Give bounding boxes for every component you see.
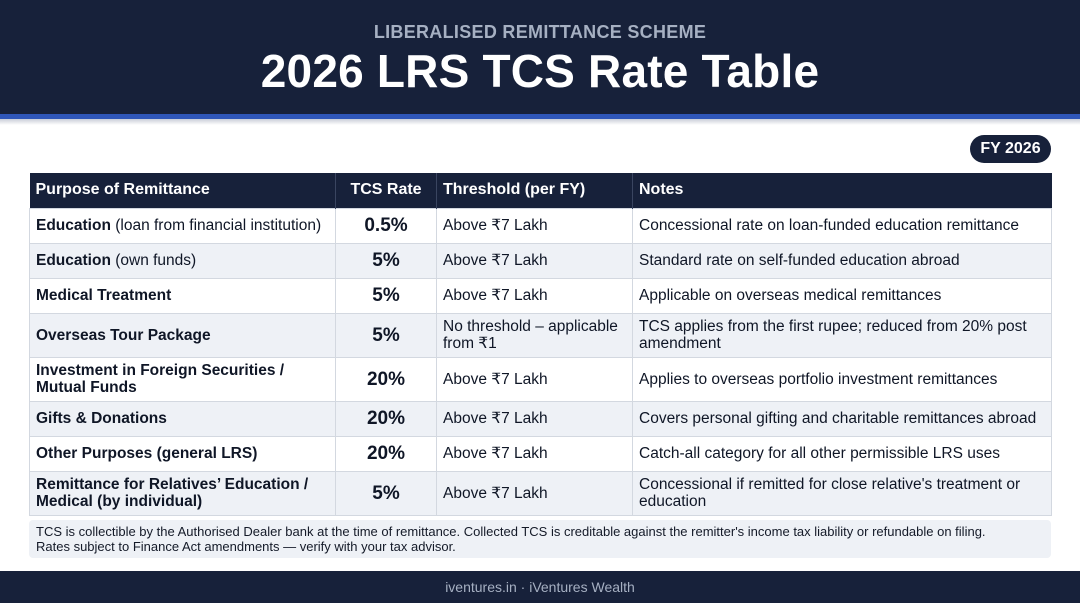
table-row: Investment in Foreign Securities / Mutua… <box>29 356 1052 402</box>
column-header-rate: TCS Rate <box>335 173 437 208</box>
cell-notes: Covers personal gifting and charitable r… <box>632 400 1052 437</box>
cell-threshold: Above ₹7 Lakh <box>436 470 633 516</box>
cell-threshold: Above ₹7 Lakh <box>436 277 633 314</box>
cell-notes: Concessional if remitted for close relat… <box>632 470 1052 516</box>
fiscal-year-badge: FY 2026 <box>970 135 1051 163</box>
cell-threshold: No threshold – applicable from ₹1 <box>436 312 633 358</box>
table-row: Other Purposes (general LRS) 20% Above ₹… <box>29 435 1052 472</box>
cell-notes: Applicable on overseas medical remittanc… <box>632 277 1052 314</box>
table-row: Medical Treatment 5% Above ₹7 Lakh Appli… <box>29 277 1052 314</box>
cell-notes: Applies to overseas portfolio investment… <box>632 356 1052 402</box>
cell-purpose: Gifts & Donations <box>29 400 336 437</box>
footnote-box: TCS is collectible by the Authorised Dea… <box>29 520 1051 558</box>
table-header-row: Purpose of Remittance TCS Rate Threshold… <box>29 173 1052 208</box>
cell-rate: 20% <box>335 356 437 402</box>
page-title: 2026 LRS TCS Rate Table <box>260 45 820 97</box>
footer-text: iventures.in · iVentures Wealth <box>445 579 635 595</box>
purpose-main: Education <box>36 252 111 269</box>
cell-notes: Standard rate on self-funded education a… <box>632 242 1052 279</box>
table-row: Education (loan from financial instituti… <box>29 207 1052 244</box>
cell-threshold: Above ₹7 Lakh <box>436 400 633 437</box>
cell-threshold: Above ₹7 Lakh <box>436 435 633 472</box>
cell-purpose: Investment in Foreign Securities / Mutua… <box>29 356 336 402</box>
cell-rate: 0.5% <box>335 207 437 244</box>
table-row: Overseas Tour Package 5% No threshold – … <box>29 312 1052 358</box>
cell-notes: Concessional rate on loan-funded educati… <box>632 207 1052 244</box>
cell-rate: 5% <box>335 277 437 314</box>
table-row: Education (own funds) 5% Above ₹7 Lakh S… <box>29 242 1052 279</box>
cell-rate: 5% <box>335 312 437 358</box>
cell-purpose: Education (loan from financial instituti… <box>29 207 336 244</box>
purpose-main: Education <box>36 217 111 234</box>
cell-rate: 5% <box>335 470 437 516</box>
cell-notes: TCS applies from the first rupee; reduce… <box>632 312 1052 358</box>
page-subtitle: LIBERALISED REMITTANCE SCHEME <box>373 22 707 42</box>
cell-threshold: Above ₹7 Lakh <box>436 242 633 279</box>
purpose-main: Remittance for Relatives’ Education / Me… <box>36 476 309 510</box>
cell-purpose: Remittance for Relatives’ Education / Me… <box>29 470 336 516</box>
cell-purpose: Other Purposes (general LRS) <box>29 435 336 472</box>
cell-purpose: Education (own funds) <box>29 242 336 279</box>
header-shadow <box>0 119 1080 125</box>
footnote-line-1: TCS is collectible by the Authorised Dea… <box>36 524 986 539</box>
table-row: Gifts & Donations 20% Above ₹7 Lakh Cove… <box>29 400 1052 437</box>
purpose-main: Overseas Tour Package <box>36 326 211 344</box>
table-row: Remittance for Relatives’ Education / Me… <box>29 470 1052 516</box>
header-banner: LIBERALISED REMITTANCE SCHEME 2026 LRS T… <box>0 0 1080 114</box>
column-header-notes: Notes <box>632 173 1052 208</box>
purpose-main: Investment in Foreign Securities / Mutua… <box>36 362 285 396</box>
cell-purpose: Overseas Tour Package <box>29 312 336 358</box>
cell-notes: Catch-all category for all other permiss… <box>632 435 1052 472</box>
footnote-line-2: Rates subject to Finance Act amendments … <box>36 539 456 554</box>
purpose-main: Medical Treatment <box>36 287 172 304</box>
cell-threshold: Above ₹7 Lakh <box>436 356 633 402</box>
footer-bar: iventures.in · iVentures Wealth <box>0 571 1080 603</box>
header-accent-bar <box>0 114 1080 119</box>
purpose-main: Other Purposes (general LRS) <box>36 445 258 462</box>
cell-rate: 20% <box>335 435 437 472</box>
purpose-main: Gifts & Donations <box>36 410 167 427</box>
column-header-threshold: Threshold (per FY) <box>436 173 633 208</box>
cell-threshold: Above ₹7 Lakh <box>436 207 633 244</box>
column-header-purpose: Purpose of Remittance <box>29 173 336 208</box>
purpose-detail: (own funds) <box>110 252 197 269</box>
cell-purpose: Medical Treatment <box>29 277 336 314</box>
cell-rate: 20% <box>335 400 437 437</box>
tcs-rate-table: Purpose of Remittance TCS Rate Threshold… <box>29 173 1052 516</box>
purpose-detail: (loan from financial institution) <box>110 217 322 234</box>
cell-rate: 5% <box>335 242 437 279</box>
